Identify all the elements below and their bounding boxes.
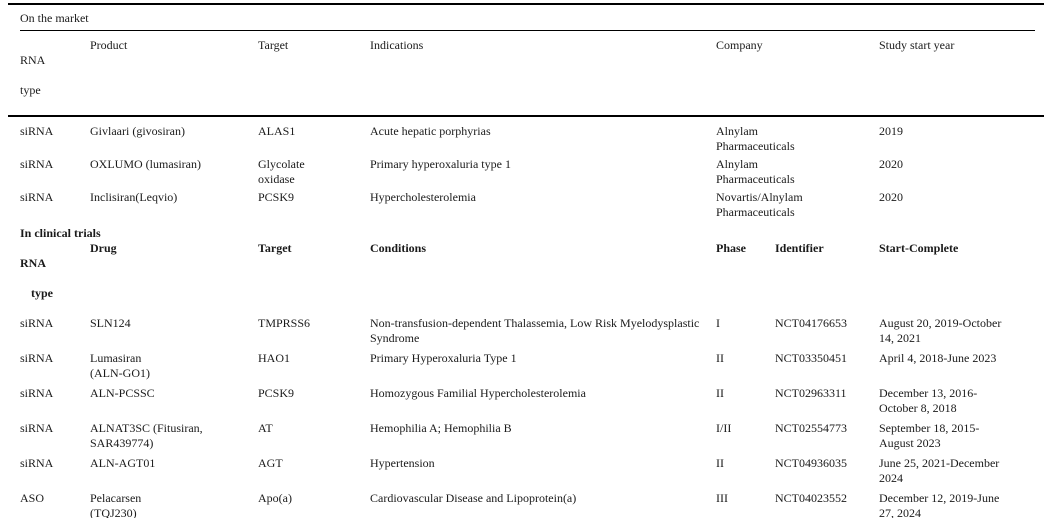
market-header-indications: Indications xyxy=(370,38,424,52)
cell-product: Inclisiran(Leqvio) xyxy=(90,190,178,204)
table-row: siRNA ALN-AGT01 AGT Hypertension II NCT0… xyxy=(20,456,1032,491)
clinical-header-drug: Drug xyxy=(90,241,117,255)
market-header-rna-type: RNA type xyxy=(20,38,90,113)
cell-conditions: Hypertension xyxy=(370,456,435,470)
cell-indications: Primary hyperoxaluria type 1 xyxy=(370,157,511,171)
cell-study-start-year: 2020 xyxy=(879,190,903,204)
table-row: siRNA SLN124 TMPRSS6 Non-transfusion-dep… xyxy=(20,316,1032,351)
section-title-on-the-market: On the market xyxy=(20,11,89,25)
cell-product: OXLUMO (lumasiran) xyxy=(90,157,201,171)
cell-identifier: NCT04936035 xyxy=(775,456,847,470)
cell-conditions: Homozygous Familial Hypercholesterolemia xyxy=(370,386,586,400)
cell-target: AGT xyxy=(258,456,283,470)
cell-drug: Pelacarsen (TQJ230) xyxy=(90,491,142,518)
cell-company: Alnylam Pharmaceuticals xyxy=(716,157,795,186)
cell-target: Apo(a) xyxy=(258,491,292,505)
cell-start-complete: June 25, 2021-December 2024 xyxy=(879,456,1000,485)
cell-phase: II xyxy=(716,386,724,400)
cell-phase: III xyxy=(716,491,728,505)
table-row: siRNA ALN-PCSSC PCSK9 Homozygous Familia… xyxy=(20,386,1032,421)
cell-conditions: Cardiovascular Disease and Lipoprotein(a… xyxy=(370,491,577,505)
cell-target: TMPRSS6 xyxy=(258,316,311,330)
cell-rna-type: siRNA xyxy=(20,351,54,365)
title-divider-rule xyxy=(20,30,1035,31)
cell-identifier: NCT02963311 xyxy=(775,386,847,400)
cell-identifier: NCT02554773 xyxy=(775,421,847,435)
clinical-header-conditions: Conditions xyxy=(370,241,427,255)
cell-target: AT xyxy=(258,421,273,435)
clinical-header-rna-type: RNA type xyxy=(20,241,90,316)
cell-company: Alnylam Pharmaceuticals xyxy=(716,124,795,153)
cell-rna-type: siRNA xyxy=(20,124,54,138)
clinical-header-phase: Phase xyxy=(716,241,746,255)
cell-phase: I xyxy=(716,316,720,330)
cell-study-start-year: 2019 xyxy=(879,124,903,138)
cell-drug: ALNAT3SC (Fitusiran, SAR439774) xyxy=(90,421,203,450)
cell-phase: II xyxy=(716,351,724,365)
cell-drug: ALN-AGT01 xyxy=(90,456,156,470)
table-row: siRNA Inclisiran(Leqvio) PCSK9 Hyperchol… xyxy=(20,190,1032,223)
cell-target: PCSK9 xyxy=(258,190,295,204)
market-header-product: Product xyxy=(90,38,128,52)
clinical-header-rna-line1: RNA xyxy=(20,256,46,270)
cell-conditions: Primary Hyperoxaluria Type 1 xyxy=(370,351,517,365)
cell-phase: II xyxy=(716,456,724,470)
market-header-target: Target xyxy=(258,38,289,52)
cell-drug: ALN-PCSSC xyxy=(90,386,155,400)
cell-rna-type: siRNA xyxy=(20,157,54,171)
cell-rna-type: siRNA xyxy=(20,316,54,330)
market-rows: siRNA Givlaari (givosiran) ALAS1 Acute h… xyxy=(20,117,1032,223)
cell-indications: Hypercholesterolemia xyxy=(370,190,476,204)
cell-start-complete: September 18, 2015- August 2023 xyxy=(879,421,980,450)
header-divider-rule xyxy=(8,115,1044,117)
clinical-rows: siRNA SLN124 TMPRSS6 Non-transfusion-dep… xyxy=(20,316,1032,518)
clinical-header-start-complete: Start-Complete xyxy=(879,241,959,255)
section-title-in-clinical-trials: In clinical trials xyxy=(20,226,101,240)
table-row: ASO Pelacarsen (TQJ230) Apo(a) Cardiovas… xyxy=(20,491,1032,518)
cell-target: Glycolate oxidase xyxy=(258,157,305,186)
cell-start-complete: August 20, 2019-October 14, 2021 xyxy=(879,316,1002,345)
cell-rna-type: ASO xyxy=(20,491,45,505)
cell-rna-type: siRNA xyxy=(20,190,54,204)
cell-rna-type: siRNA xyxy=(20,456,54,470)
market-header-row: RNA type Product Target Indications Comp… xyxy=(20,31,1032,115)
cell-start-complete: December 12, 2019-June 27, 2024 xyxy=(879,491,1000,518)
cell-target: HAO1 xyxy=(258,351,290,365)
table-top-rule xyxy=(8,3,1044,5)
market-header-rna-line2: type xyxy=(20,83,41,97)
cell-company: Novartis/Alnylam Pharmaceuticals xyxy=(716,190,803,219)
cell-rna-type: siRNA xyxy=(20,386,54,400)
clinical-header-target: Target xyxy=(258,241,292,255)
cell-study-start-year: 2020 xyxy=(879,157,903,171)
cell-start-complete: December 13, 2016- October 8, 2018 xyxy=(879,386,978,415)
clinical-header-row: RNA type Drug Target Conditions Phase Id… xyxy=(20,241,1032,316)
table-row: siRNA ALNAT3SC (Fitusiran, SAR439774) AT… xyxy=(20,421,1032,456)
clinical-header-identifier: Identifier xyxy=(775,241,824,255)
cell-indications: Acute hepatic porphyrias xyxy=(370,124,491,138)
table-row: siRNA Lumasiran (ALN-GO1) HAO1 Primary H… xyxy=(20,351,1032,386)
cell-start-complete: April 4, 2018-June 2023 xyxy=(879,351,997,365)
market-header-study-start-year: Study start year xyxy=(879,38,955,52)
cell-conditions: Hemophilia A; Hemophilia B xyxy=(370,421,512,435)
cell-drug: Lumasiran (ALN-GO1) xyxy=(90,351,150,380)
cell-product: Givlaari (givosiran) xyxy=(90,124,185,138)
market-header-company: Company xyxy=(716,38,763,52)
cell-identifier: NCT04023552 xyxy=(775,491,847,505)
cell-rna-type: siRNA xyxy=(20,421,54,435)
clinical-header-rna-line2: type xyxy=(31,286,53,300)
cell-drug: SLN124 xyxy=(90,316,131,330)
cell-target: ALAS1 xyxy=(258,124,296,138)
table-row: siRNA Givlaari (givosiran) ALAS1 Acute h… xyxy=(20,124,1032,157)
cell-target: PCSK9 xyxy=(258,386,295,400)
table-row: siRNA OXLUMO (lumasiran) Glycolate oxida… xyxy=(20,157,1032,190)
cell-conditions: Non-transfusion-dependent Thalassemia, L… xyxy=(370,316,700,345)
cell-phase: I/II xyxy=(716,421,732,435)
market-header-rna-line1: RNA xyxy=(20,53,46,67)
cell-identifier: NCT03350451 xyxy=(775,351,847,365)
cell-identifier: NCT04176653 xyxy=(775,316,847,330)
